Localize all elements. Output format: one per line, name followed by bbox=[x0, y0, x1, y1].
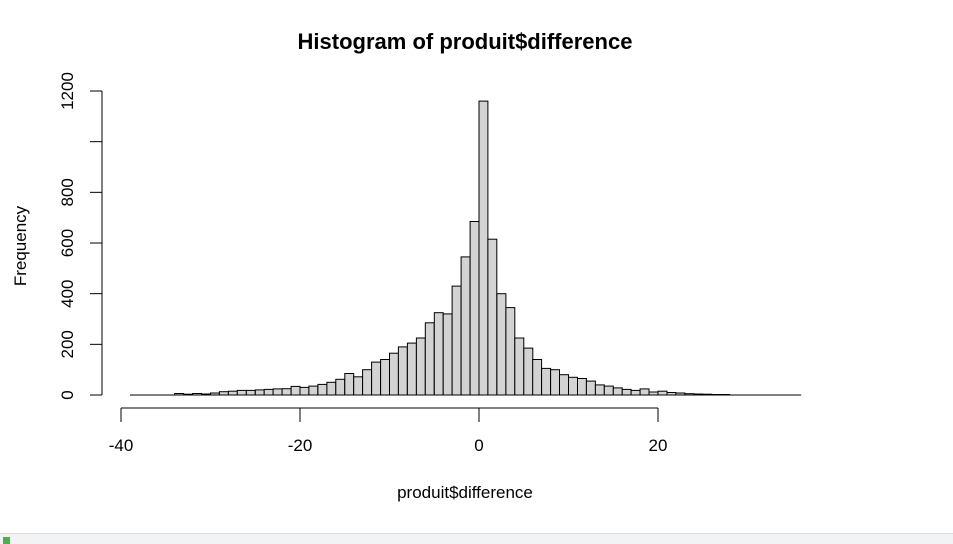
histogram-bar bbox=[335, 378, 346, 396]
histogram-bar bbox=[299, 386, 310, 396]
histogram-bar bbox=[550, 369, 560, 396]
histogram-bar bbox=[245, 389, 256, 396]
histogram-bar bbox=[290, 385, 301, 396]
histogram-bar bbox=[639, 388, 650, 396]
histogram-bar bbox=[263, 388, 274, 396]
histogram-bar bbox=[281, 388, 292, 396]
y-tick-label: 600 bbox=[58, 229, 77, 257]
histogram-bar bbox=[612, 387, 623, 396]
histogram-bar bbox=[254, 389, 265, 396]
histogram-bar bbox=[487, 238, 498, 396]
histogram-bar bbox=[630, 389, 641, 396]
y-axis: 0 200 400 600 800 1200 bbox=[58, 72, 103, 400]
histogram-bar bbox=[594, 384, 605, 396]
histogram-bar bbox=[496, 293, 507, 396]
histogram-bar bbox=[577, 378, 587, 396]
histogram-bar bbox=[514, 337, 525, 396]
y-tick-label: 800 bbox=[58, 178, 77, 206]
chunk-icon bbox=[3, 537, 10, 544]
histogram-bar bbox=[236, 389, 247, 396]
histogram-bar bbox=[397, 346, 408, 396]
x-tick-label: -20 bbox=[288, 436, 313, 455]
histogram-bar bbox=[621, 388, 632, 396]
histogram-bar bbox=[451, 285, 462, 396]
chart-title: Histogram of produit$difference bbox=[298, 29, 633, 54]
histogram-bar bbox=[657, 390, 668, 396]
histogram-bar bbox=[406, 342, 417, 396]
histogram-bar bbox=[585, 380, 596, 396]
histogram-bar bbox=[523, 347, 534, 396]
histogram-bar bbox=[362, 369, 373, 396]
histogram-bar bbox=[603, 385, 614, 396]
histogram-bar bbox=[460, 256, 471, 396]
histogram-bar bbox=[326, 381, 337, 396]
histogram-bar bbox=[433, 312, 444, 396]
histogram-bar bbox=[380, 359, 391, 396]
x-tick-label: 20 bbox=[649, 436, 668, 455]
histogram-bar bbox=[415, 337, 426, 396]
histogram-bar bbox=[505, 307, 516, 396]
histogram-plot: Histogram of produit$difference produit$… bbox=[11, 29, 802, 502]
x-axis: -40 -20 0 20 bbox=[109, 394, 802, 455]
histogram-bar bbox=[442, 313, 453, 396]
histogram-bar bbox=[532, 359, 543, 396]
histogram-bar bbox=[568, 376, 578, 396]
y-tick-label: 200 bbox=[58, 330, 77, 358]
y-tick-label: 0 bbox=[58, 390, 77, 399]
y-tick-label: 400 bbox=[58, 280, 77, 308]
histogram-bar bbox=[227, 390, 238, 396]
histogram-bar bbox=[424, 322, 435, 396]
x-tick-label: -40 bbox=[109, 436, 134, 455]
console-status-strip bbox=[0, 533, 953, 544]
y-tick-label: 1200 bbox=[58, 72, 77, 110]
histogram-bar bbox=[371, 361, 382, 396]
histogram-bar bbox=[308, 385, 319, 396]
histogram-bar bbox=[541, 367, 552, 396]
histogram-bar bbox=[478, 100, 489, 396]
histogram-bar bbox=[272, 388, 283, 396]
x-tick-label: 0 bbox=[474, 436, 483, 455]
histogram-bar bbox=[559, 374, 569, 396]
histogram-bar bbox=[317, 383, 328, 396]
histogram-bar bbox=[344, 373, 355, 396]
y-axis-label: Frequency bbox=[11, 205, 30, 286]
x-axis-label: produit$difference bbox=[397, 483, 533, 502]
histogram-bar bbox=[469, 221, 480, 396]
bars-group bbox=[174, 100, 731, 396]
histogram-bar bbox=[389, 352, 399, 396]
histogram-bar bbox=[353, 376, 364, 396]
